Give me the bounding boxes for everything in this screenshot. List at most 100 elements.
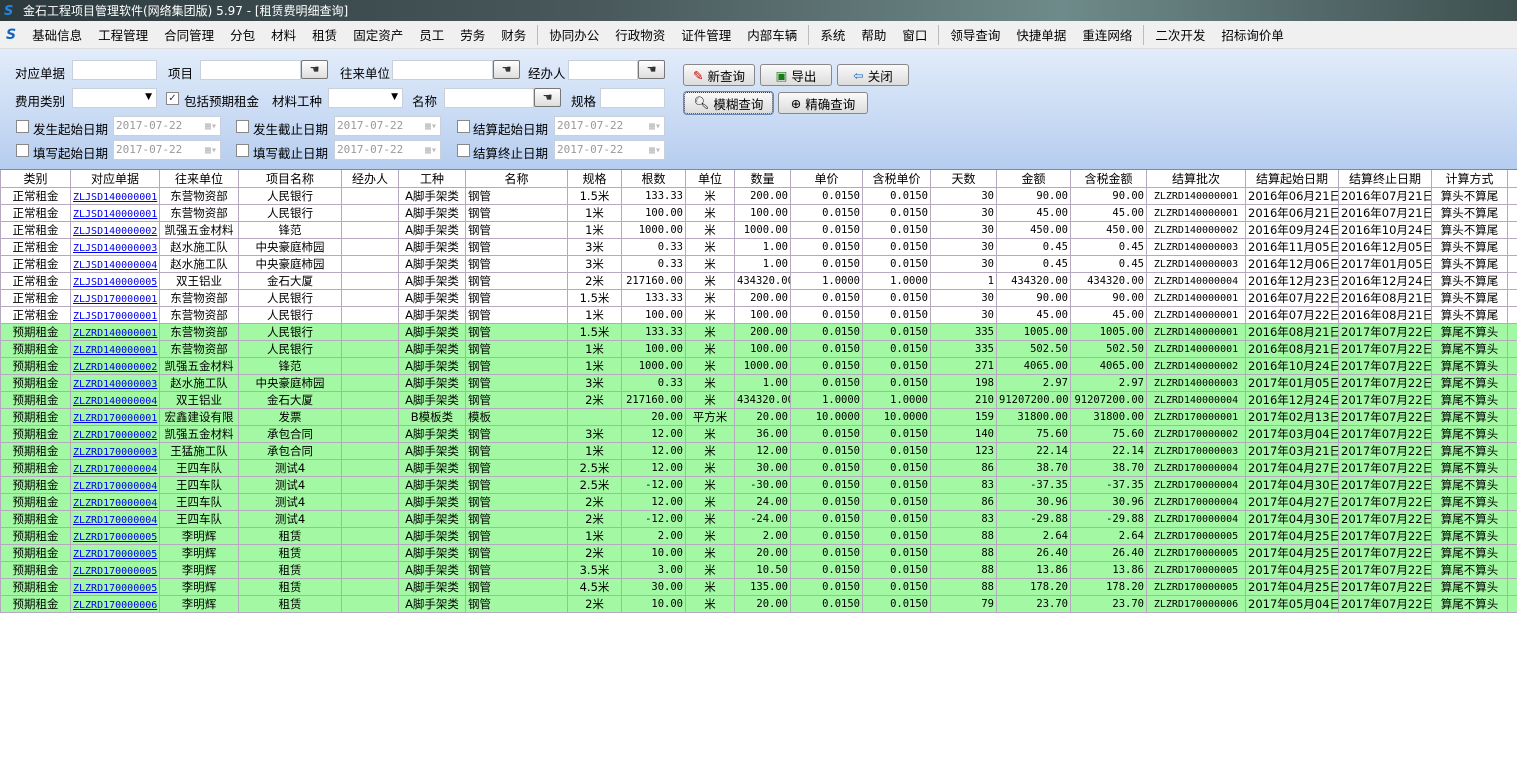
doc-link[interactable]: ZLZRD140000001: [73, 328, 158, 339]
table-row[interactable]: 预期租金 ZLZRD170000004 王四车队 测试4 A脚手架类 钢管 2.5米 -12.…: [0, 476, 1517, 494]
menu-item[interactable]: 领导查询: [950, 28, 1001, 43]
column-header[interactable]: 结算终止日期: [1338, 170, 1432, 188]
menu-item[interactable]: 帮助: [861, 28, 887, 43]
menu-item[interactable]: 租赁: [312, 28, 338, 43]
handler-input[interactable]: [568, 60, 638, 80]
table-row[interactable]: 正常租金 ZLJSD140000001 东营物资部 人民银行 A脚手架类 钢管 1米 100.…: [0, 204, 1517, 222]
column-header[interactable]: 项目名称: [238, 170, 342, 188]
project-picker-icon[interactable]: ☚: [301, 60, 328, 79]
menu-item[interactable]: 合同管理: [164, 28, 215, 43]
menu-item[interactable]: 分包: [230, 28, 256, 43]
doc-input[interactable]: [72, 60, 157, 80]
exact-query-button[interactable]: ⊕ 精确查询: [778, 92, 868, 114]
menu-item[interactable]: 证件管理: [681, 28, 732, 43]
doc-link[interactable]: ZLJSD140000002: [73, 226, 158, 237]
table-row[interactable]: 正常租金 ZLJSD170000001 东营物资部 人民银行 A脚手架类 钢管 1米 100.…: [0, 306, 1517, 324]
table-row[interactable]: 预期租金 ZLZRD170000005 李明辉 租赁 A脚手架类 钢管 3.5米 3.00 米 1…: [0, 561, 1517, 579]
table-row[interactable]: 预期租金 ZLZRD140000002 凯强五金材料 锋范 A脚手架类 钢管 1米 1000.…: [0, 357, 1517, 375]
table-row[interactable]: 预期租金 ZLZRD170000002 凯强五金材料 承包合同 A脚手架类 钢管 3米 12.…: [0, 425, 1517, 443]
menu-item[interactable]: 招标询价单: [1221, 28, 1284, 43]
table-row[interactable]: 预期租金 ZLZRD140000003 赵水施工队 中央豪庭柿园 A脚手架类 钢管 3米 0.…: [0, 374, 1517, 392]
column-header[interactable]: 数量: [734, 170, 791, 188]
calendar-icon[interactable]: ▦▾: [204, 145, 217, 156]
fill-end-checkbox[interactable]: [236, 144, 249, 157]
material-type-select[interactable]: [328, 88, 403, 108]
doc-link[interactable]: ZLZRD170000005: [73, 566, 158, 577]
table-row[interactable]: 正常租金 ZLJSD140000004 赵水施工队 中央豪庭柿园 A脚手架类 钢管 3米 0.…: [0, 255, 1517, 273]
column-header[interactable]: 类别: [0, 170, 71, 188]
column-header[interactable]: 经办人: [341, 170, 399, 188]
column-header[interactable]: 结算批次: [1146, 170, 1246, 188]
doc-link[interactable]: ZLZRD170000005: [73, 549, 158, 560]
doc-link[interactable]: ZLZRD140000003: [73, 379, 158, 390]
settle-end-checkbox[interactable]: [457, 144, 470, 157]
column-header[interactable]: 工种: [398, 170, 466, 188]
doc-link[interactable]: ZLJSD170000001: [73, 294, 158, 305]
menu-item[interactable]: 基础信息: [32, 28, 83, 43]
menu-item[interactable]: 内部车辆: [747, 28, 798, 43]
settle-end-date[interactable]: 2017-07-22 ▦▾: [554, 140, 665, 160]
fuzzy-query-button[interactable]: 🔍︎ 模糊查询: [683, 91, 774, 115]
occur-end-checkbox[interactable]: [236, 120, 249, 133]
doc-link[interactable]: ZLZRD170000004: [73, 481, 158, 492]
menu-item[interactable]: 行政物资: [615, 28, 666, 43]
partner-input[interactable]: [392, 60, 493, 80]
column-header[interactable]: 根数: [621, 170, 686, 188]
fill-start-checkbox[interactable]: [16, 144, 29, 157]
menu-item[interactable]: 协同办公: [549, 28, 600, 43]
settle-start-date[interactable]: 2017-07-22 ▦▾: [554, 116, 665, 136]
settle-start-checkbox[interactable]: [457, 120, 470, 133]
menu-item[interactable]: 劳务: [460, 28, 486, 43]
doc-link[interactable]: ZLZRD170000001: [73, 413, 158, 424]
doc-link[interactable]: ZLJSD140000003: [73, 243, 158, 254]
calendar-icon[interactable]: ▦▾: [424, 145, 437, 156]
doc-link[interactable]: ZLJSD140000004: [73, 260, 158, 271]
doc-link[interactable]: ZLZRD170000004: [73, 464, 158, 475]
column-header[interactable]: 对应单据: [70, 170, 160, 188]
column-header[interactable]: 含税单价: [862, 170, 931, 188]
new-query-button[interactable]: ✎ 新查询: [683, 64, 755, 86]
menu-item[interactable]: 系统: [820, 28, 846, 43]
table-row[interactable]: 正常租金 ZLJSD170000001 东营物资部 人民银行 A脚手架类 钢管 1.5米 13…: [0, 289, 1517, 307]
menu-item[interactable]: 员工: [419, 28, 445, 43]
name-input[interactable]: [444, 88, 534, 108]
column-header[interactable]: 单位: [685, 170, 735, 188]
fee-type-select[interactable]: [72, 88, 157, 108]
export-button[interactable]: ▣ 导出: [760, 64, 832, 86]
table-row[interactable]: 预期租金 ZLZRD170000005 李明辉 租赁 A脚手架类 钢管 2米 10.00 米 20…: [0, 544, 1517, 562]
menu-item[interactable]: 窗口: [902, 28, 928, 43]
table-row[interactable]: 正常租金 ZLJSD140000001 东营物资部 人民银行 A脚手架类 钢管 1.5米 13…: [0, 187, 1517, 205]
table-row[interactable]: 预期租金 ZLZRD140000001 东营物资部 人民银行 A脚手架类 钢管 1.5米 13…: [0, 323, 1517, 341]
occur-end-date[interactable]: 2017-07-22 ▦▾: [334, 116, 441, 136]
name-picker-icon[interactable]: ☚: [534, 88, 561, 107]
table-row[interactable]: 预期租金 ZLZRD170000004 王四车队 测试4 A脚手架类 钢管 2米 -12.00…: [0, 510, 1517, 528]
menu-item[interactable]: 重连网络: [1082, 28, 1133, 43]
doc-link[interactable]: ZLZRD170000002: [73, 430, 158, 441]
table-row[interactable]: 预期租金 ZLZRD170000006 李明辉 租赁 A脚手架类 钢管 2米 10.00 米 20…: [0, 595, 1517, 613]
column-header[interactable]: 单价: [790, 170, 863, 188]
close-button[interactable]: ⇦ 关闭: [837, 64, 909, 86]
column-header[interactable]: 名称: [465, 170, 568, 188]
occur-start-date[interactable]: 2017-07-22 ▦▾: [113, 116, 221, 136]
doc-link[interactable]: ZLJSD170000001: [73, 311, 158, 322]
menu-item[interactable]: 工程管理: [98, 28, 149, 43]
doc-link[interactable]: ZLZRD170000003: [73, 447, 158, 458]
table-row[interactable]: 正常租金 ZLJSD140000003 赵水施工队 中央豪庭柿园 A脚手架类 钢管 3米 0.…: [0, 238, 1517, 256]
doc-link[interactable]: ZLZRD170000005: [73, 583, 158, 594]
doc-link[interactable]: ZLJSD140000001: [73, 192, 158, 203]
table-row[interactable]: 预期租金 ZLZRD170000004 王四车队 测试4 A脚手架类 钢管 2米 12.00 米…: [0, 493, 1517, 511]
doc-link[interactable]: ZLZRD170000004: [73, 498, 158, 509]
table-row[interactable]: 预期租金 ZLZRD170000004 王四车队 测试4 A脚手架类 钢管 2.5米 12.0…: [0, 459, 1517, 477]
partner-picker-icon[interactable]: ☚: [493, 60, 520, 79]
doc-link[interactable]: ZLZRD170000005: [73, 532, 158, 543]
doc-link[interactable]: ZLJSD140000001: [73, 209, 158, 220]
fill-end-date[interactable]: 2017-07-22 ▦▾: [334, 140, 441, 160]
table-row[interactable]: 预期租金 ZLZRD170000001 宏鑫建设有限 发票 B模板类 模板 20.00 平方米…: [0, 408, 1517, 426]
table-row[interactable]: 预期租金 ZLZRD140000001 东营物资部 人民银行 A脚手架类 钢管 1米 100.…: [0, 340, 1517, 358]
spec-input[interactable]: [600, 88, 665, 108]
include-expected-checkbox[interactable]: ✓: [166, 92, 179, 105]
column-header[interactable]: 规格: [567, 170, 622, 188]
menu-item[interactable]: 财务: [501, 28, 527, 43]
calendar-icon[interactable]: ▦▾: [204, 121, 217, 132]
menu-item[interactable]: 固定资产: [353, 28, 404, 43]
